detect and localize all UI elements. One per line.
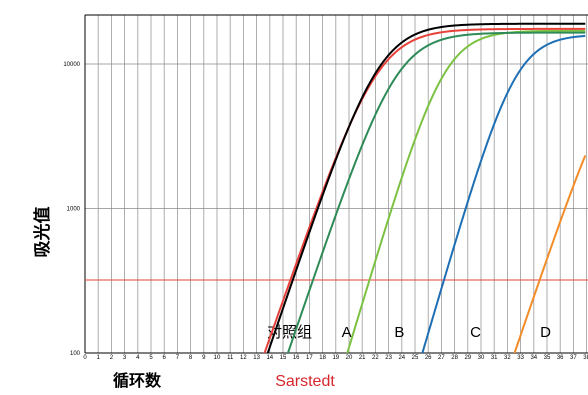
x-tick-label: 1 bbox=[97, 355, 101, 361]
x-tick-label: 12 bbox=[240, 355, 247, 361]
curves bbox=[263, 22, 587, 353]
grid bbox=[84, 15, 588, 353]
x-tick-label: 0 bbox=[83, 355, 87, 361]
x-tick-label: 25 bbox=[412, 355, 419, 361]
x-tick-label: 30 bbox=[478, 355, 485, 361]
y-axis-label: 吸光值 bbox=[32, 207, 53, 258]
x-tick-label: 21 bbox=[359, 355, 366, 361]
series-line-C bbox=[421, 34, 586, 353]
x-tick-label: 22 bbox=[372, 355, 379, 361]
x-tick-label: 18 bbox=[319, 355, 326, 361]
x-tick-label: 9 bbox=[202, 355, 206, 361]
x-tick-label: 33 bbox=[517, 355, 524, 361]
x-tick-label: 27 bbox=[438, 355, 445, 361]
x-tick-label: 13 bbox=[253, 355, 260, 361]
x-axis-label: 循环数 bbox=[113, 371, 162, 390]
curve-label-control_red: 对照组 bbox=[267, 324, 312, 341]
y-tick-label: 10000 bbox=[63, 62, 80, 68]
series-line-D bbox=[513, 155, 587, 353]
x-tick-label: 4 bbox=[136, 355, 140, 361]
series-line-control_black bbox=[266, 22, 586, 353]
x-tick-label: 37 bbox=[570, 355, 577, 361]
x-tick-label: 38 bbox=[583, 355, 588, 361]
source-label: Sarstedt bbox=[275, 373, 335, 390]
x-tick-label: 5 bbox=[149, 355, 153, 361]
x-tick-label: 16 bbox=[293, 355, 300, 361]
x-tick-label: 26 bbox=[425, 355, 432, 361]
series-line-B bbox=[346, 29, 586, 353]
x-tick-label: 28 bbox=[451, 355, 458, 361]
curve-label-A: A bbox=[342, 324, 352, 341]
series-line-control_red bbox=[263, 27, 586, 353]
x-tick-label: 34 bbox=[530, 355, 537, 361]
x-tick-label: 17 bbox=[306, 355, 313, 361]
x-tick-label: 23 bbox=[385, 355, 392, 361]
x-tick-label: 10 bbox=[214, 355, 221, 361]
x-tick-label: 14 bbox=[266, 355, 273, 361]
x-tick-label: 11 bbox=[227, 355, 234, 361]
y-tick-label: 100 bbox=[70, 351, 81, 357]
series-line-A bbox=[286, 31, 586, 353]
y-tick-label: 1000 bbox=[67, 207, 81, 213]
curve-label-B: B bbox=[394, 324, 404, 341]
x-tick-label: 3 bbox=[123, 355, 127, 361]
x-tick-label: 32 bbox=[504, 355, 511, 361]
x-tick-label: 6 bbox=[163, 355, 167, 361]
x-tick-label: 8 bbox=[189, 355, 193, 361]
x-tick-label: 15 bbox=[280, 355, 287, 361]
x-tick-label: 19 bbox=[332, 355, 339, 361]
x-tick-label: 20 bbox=[346, 355, 353, 361]
x-tick-label: 36 bbox=[557, 355, 564, 361]
x-tick-label: 24 bbox=[398, 355, 405, 361]
x-tick-label: 31 bbox=[491, 355, 498, 361]
x-tick-label: 7 bbox=[176, 355, 180, 361]
x-tick-label: 2 bbox=[110, 355, 114, 361]
curve-label-C: C bbox=[470, 324, 481, 341]
x-tick-label: 29 bbox=[464, 355, 471, 361]
x-tick-label: 35 bbox=[544, 355, 551, 361]
curve-label-D: D bbox=[540, 324, 551, 341]
